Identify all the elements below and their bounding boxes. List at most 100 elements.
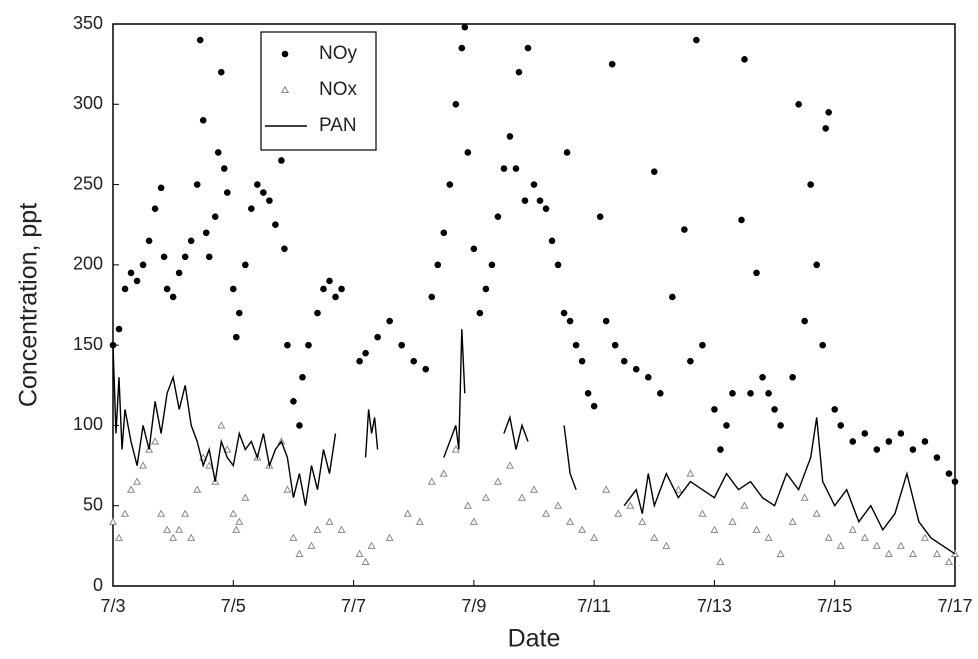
nox-point <box>133 477 142 485</box>
noy-point <box>921 438 929 445</box>
nox-point <box>710 525 719 533</box>
nox-point <box>403 509 412 517</box>
noy-point <box>795 100 802 108</box>
noy-point <box>669 293 676 301</box>
noy-point <box>563 149 571 156</box>
nox-point <box>289 533 298 541</box>
noy-point <box>717 446 724 453</box>
noy-point <box>590 402 598 410</box>
x-tick-label: 7/7 <box>341 596 366 616</box>
noy-point <box>338 285 345 293</box>
noy-point <box>187 237 195 245</box>
noy-point <box>440 229 448 237</box>
nox-point <box>848 525 857 533</box>
noy-point <box>693 36 700 44</box>
noy-point <box>699 341 706 349</box>
legend: NOy NOx PAN <box>260 31 377 151</box>
legend-symbol <box>281 50 289 58</box>
nox-point <box>590 533 599 541</box>
noy-point <box>729 390 736 397</box>
pan-line <box>112 329 956 555</box>
nox-point <box>824 533 833 541</box>
noy-point <box>127 269 135 277</box>
noy-point <box>861 430 869 437</box>
noy-point <box>542 205 550 212</box>
y-tick-label: 350 <box>73 13 103 33</box>
noy-point <box>515 68 523 76</box>
nox-point <box>812 509 821 517</box>
noy-point <box>151 205 159 212</box>
noy-point <box>422 365 430 373</box>
noy-point <box>711 406 718 413</box>
noy-point <box>657 390 664 397</box>
nox-point <box>517 493 527 501</box>
plot-frame <box>112 23 956 587</box>
noy-point <box>909 446 917 453</box>
nox-point <box>232 525 241 533</box>
noy-point <box>548 237 556 245</box>
nox-point <box>860 533 869 541</box>
noy-point <box>248 205 255 212</box>
y-axis-title: Concentration, ppt <box>15 203 43 407</box>
nox-point <box>728 517 737 525</box>
noy-point <box>163 285 171 293</box>
nox-point <box>776 549 785 557</box>
nox-point <box>451 445 460 453</box>
noy-point <box>232 333 240 341</box>
noy-point <box>521 197 529 204</box>
nox-point <box>108 517 118 525</box>
noy-point <box>211 213 219 220</box>
y-tick-label: 100 <box>73 414 103 434</box>
nox-point <box>469 517 478 525</box>
legend-label: NOx <box>319 79 358 100</box>
noy-point <box>945 470 953 477</box>
noy-point <box>747 390 754 397</box>
nox-point <box>740 501 749 509</box>
noy-point <box>951 478 959 485</box>
noy-point <box>157 184 165 192</box>
noy-point <box>220 165 228 172</box>
noy-point <box>801 317 808 325</box>
noy-point <box>266 197 273 204</box>
noy-point <box>299 373 306 381</box>
noy-point <box>578 357 586 365</box>
nox-point <box>307 541 316 549</box>
noy-point <box>205 253 213 261</box>
noy-point <box>374 333 381 341</box>
x-tick-label: 7/9 <box>461 596 486 616</box>
nox-point <box>836 541 845 549</box>
noy-point <box>822 125 829 132</box>
noy-point <box>741 56 748 63</box>
nox-point <box>932 549 942 557</box>
noy-point <box>644 373 652 381</box>
x-tick-label: 7/11 <box>577 596 611 616</box>
nox-point <box>788 517 797 525</box>
noy-point <box>470 245 478 253</box>
y-tick-label: 200 <box>73 254 103 274</box>
noy-point <box>897 430 905 437</box>
y-tick-label: 50 <box>83 494 103 514</box>
noy-point <box>386 317 393 325</box>
nox-point <box>481 493 490 501</box>
nox-point <box>169 533 178 541</box>
noy-point <box>584 390 592 397</box>
noy-point <box>759 373 766 381</box>
nox-point <box>139 461 148 469</box>
noy-point <box>320 285 327 293</box>
noy-point <box>272 221 279 229</box>
noy-point <box>254 181 261 188</box>
noy-point <box>214 149 222 156</box>
nox-point <box>163 525 172 533</box>
noy-point <box>885 438 893 445</box>
noy-point <box>753 269 760 277</box>
noy-point <box>202 229 210 237</box>
nox-point <box>944 557 954 565</box>
legend-label: NOy <box>319 43 358 64</box>
nox-point <box>626 501 635 509</box>
noy-point <box>223 189 231 196</box>
nox-point <box>602 485 611 493</box>
nox-point <box>175 525 184 533</box>
nox-point <box>313 525 322 533</box>
noy-point <box>566 317 574 325</box>
noy-point <box>229 285 237 293</box>
